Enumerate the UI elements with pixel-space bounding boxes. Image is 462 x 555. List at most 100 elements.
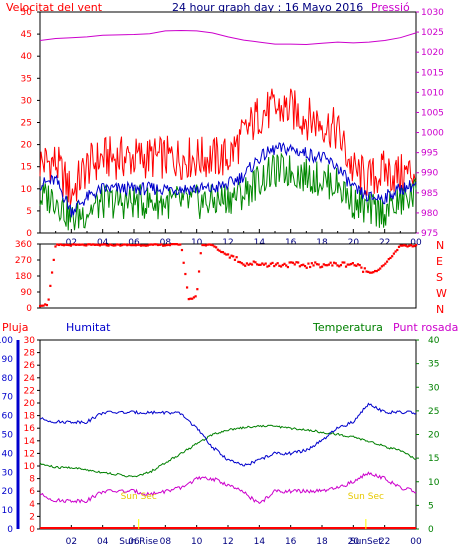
- direction-point: [194, 295, 197, 298]
- direction-point: [57, 243, 60, 247]
- pressure-tick-label: 980: [421, 209, 438, 219]
- direction-point: [332, 261, 336, 264]
- direction-point: [39, 304, 42, 308]
- wind-x-label: 00: [410, 238, 422, 248]
- direction-point: [351, 262, 354, 265]
- direction-point: [168, 244, 172, 247]
- direction-point: [52, 258, 55, 262]
- temperature-tick-label: 0: [428, 525, 434, 535]
- direction-point: [293, 263, 296, 266]
- direction-point: [259, 263, 262, 266]
- direction-point: [350, 262, 353, 266]
- direction-point: [348, 263, 351, 266]
- compass-label: N: [436, 303, 444, 316]
- direction-point: [160, 243, 163, 246]
- direction-point: [136, 243, 139, 246]
- direction-point: [401, 244, 404, 247]
- direction-point: [153, 243, 156, 246]
- direction-point: [117, 243, 120, 246]
- humidity-tick-label: 24: [24, 374, 36, 384]
- pressure-tick-label: 1030: [421, 8, 444, 18]
- pressure-line: [39, 29, 417, 46]
- direction-point: [90, 243, 93, 246]
- direction-point: [228, 256, 231, 259]
- direction-point: [396, 248, 399, 252]
- direction-point: [71, 243, 74, 246]
- direction-point: [297, 261, 300, 264]
- direction-point: [213, 245, 216, 248]
- direction-point: [384, 262, 387, 265]
- pressure-tick-label: 985: [421, 189, 438, 199]
- direction-point: [385, 260, 389, 263]
- direction-point: [56, 243, 59, 246]
- compass-label: S: [436, 271, 443, 284]
- direction-point: [50, 271, 54, 274]
- temperature-axis-label: Temperatura: [312, 321, 383, 334]
- direction-point: [54, 245, 57, 248]
- direction-point: [114, 244, 117, 247]
- direction-point: [355, 264, 358, 267]
- direction-point: [319, 266, 322, 269]
- direction-point: [184, 272, 187, 276]
- direction-point: [59, 243, 62, 246]
- direction-point: [290, 261, 293, 264]
- pressure-tick-label: 1000: [421, 129, 444, 139]
- wind-tick-label: 5: [26, 207, 32, 217]
- direction-point: [81, 243, 84, 246]
- pressure-tick-label: 990: [421, 169, 438, 179]
- direction-point: [367, 270, 370, 274]
- direction-point: [110, 243, 113, 247]
- direction-point: [331, 264, 334, 267]
- wind-tick-label: 15: [21, 163, 32, 173]
- humidity-tick-label: 0: [29, 525, 35, 535]
- direction-point: [247, 263, 250, 266]
- direction-point: [47, 298, 50, 301]
- humidity-tick-label: 8: [29, 475, 35, 485]
- direction-point: [185, 286, 189, 289]
- direction-point: [303, 264, 307, 268]
- direction-point: [44, 303, 47, 306]
- direction-point: [254, 261, 257, 264]
- direction-point: [276, 262, 279, 265]
- direction-point: [411, 245, 414, 248]
- direction-point: [268, 264, 271, 267]
- wind-x-label: 22: [379, 238, 390, 248]
- direction-point: [74, 243, 78, 246]
- direction-point: [124, 243, 127, 246]
- compass-label: W: [436, 287, 447, 300]
- direction-point: [191, 297, 194, 300]
- direction-point: [215, 246, 218, 249]
- direction-point: [146, 244, 149, 247]
- direction-point: [131, 244, 134, 247]
- direction-point: [40, 304, 43, 307]
- pressure-tick-label: 1025: [421, 28, 444, 38]
- direction-point: [324, 264, 327, 267]
- bottom-x-label: 20: [348, 537, 360, 547]
- sun-marker-name: SunSet: [350, 537, 382, 547]
- compass-label: N: [436, 239, 444, 252]
- rain-tick-label: 30: [2, 468, 14, 478]
- wind-x-label: 16: [285, 238, 297, 248]
- direction-point: [391, 255, 394, 258]
- direction-tick-label: 0: [26, 304, 32, 314]
- humidity-tick-label: 14: [24, 437, 36, 447]
- direction-point: [403, 244, 406, 247]
- bottom-x-label: 22: [379, 537, 390, 547]
- direction-point: [291, 261, 295, 264]
- wind-tick-label: 30: [21, 96, 33, 106]
- direction-point: [192, 296, 196, 299]
- wind-x-label: 12: [222, 238, 233, 248]
- direction-point: [102, 243, 105, 246]
- direction-point: [389, 256, 392, 260]
- wind-tick-label: 0: [26, 229, 32, 239]
- humidity-tick-label: 12: [24, 449, 35, 459]
- direction-point: [162, 244, 165, 247]
- direction-point: [122, 243, 125, 246]
- pressure-axis-label: Pressió: [371, 1, 410, 14]
- wind-average-line: [39, 142, 417, 218]
- direction-point: [42, 304, 45, 307]
- direction-point: [397, 245, 401, 248]
- direction-point: [237, 260, 240, 263]
- wind-tick-label: 45: [21, 30, 32, 40]
- direction-point: [78, 243, 81, 246]
